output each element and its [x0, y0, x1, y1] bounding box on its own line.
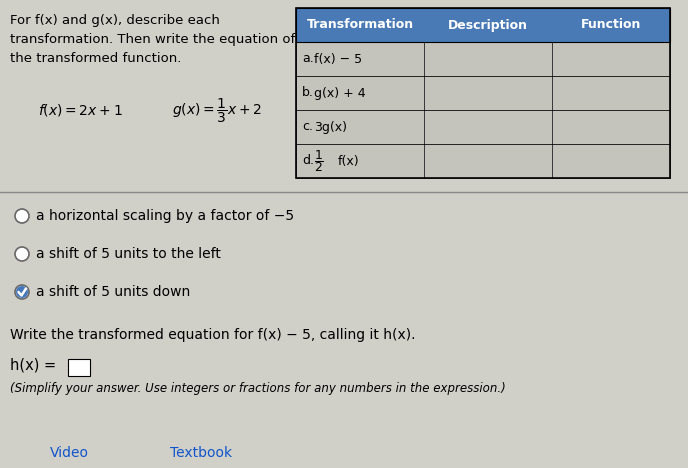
- Text: c.: c.: [302, 120, 313, 133]
- Text: a shift of 5 units down: a shift of 5 units down: [36, 285, 191, 299]
- Circle shape: [15, 209, 29, 223]
- FancyBboxPatch shape: [296, 110, 670, 144]
- Text: a horizontal scaling by a factor of −5: a horizontal scaling by a factor of −5: [36, 209, 294, 223]
- Circle shape: [15, 285, 29, 299]
- FancyBboxPatch shape: [296, 8, 670, 42]
- Text: Write the transformed equation for f(x) − 5, calling it h(x).: Write the transformed equation for f(x) …: [10, 328, 416, 342]
- Circle shape: [15, 247, 29, 261]
- FancyBboxPatch shape: [296, 144, 670, 178]
- Text: f(x): f(x): [338, 154, 360, 168]
- Text: d.: d.: [302, 154, 314, 168]
- Text: g(x) + 4: g(x) + 4: [314, 87, 365, 100]
- Text: h(x) =: h(x) =: [10, 358, 61, 373]
- Bar: [296, 8, 670, 178]
- FancyBboxPatch shape: [68, 359, 90, 376]
- Text: a shift of 5 units to the left: a shift of 5 units to the left: [36, 247, 221, 261]
- Text: Video: Video: [50, 446, 89, 460]
- FancyBboxPatch shape: [296, 76, 670, 110]
- Text: 3g(x): 3g(x): [314, 120, 347, 133]
- Text: (Simplify your answer. Use integers or fractions for any numbers in the expressi: (Simplify your answer. Use integers or f…: [10, 382, 506, 395]
- Text: $g(x) = \dfrac{1}{3}x + 2$: $g(x) = \dfrac{1}{3}x + 2$: [172, 97, 262, 125]
- Text: f(x) − 5: f(x) − 5: [314, 52, 362, 66]
- Text: Function: Function: [581, 19, 641, 31]
- Text: a.: a.: [302, 52, 314, 66]
- Text: For f(x) and g(x), describe each
transformation. Then write the equation of
the : For f(x) and g(x), describe each transfo…: [10, 14, 295, 65]
- Circle shape: [16, 286, 28, 298]
- Text: b.: b.: [302, 87, 314, 100]
- Text: Textbook: Textbook: [170, 446, 232, 460]
- Text: Transformation: Transformation: [306, 19, 413, 31]
- FancyBboxPatch shape: [296, 42, 670, 76]
- Text: $f(x) = 2x + 1$: $f(x) = 2x + 1$: [38, 102, 122, 118]
- Text: Description: Description: [448, 19, 528, 31]
- Text: $\dfrac{1}{2}$: $\dfrac{1}{2}$: [314, 148, 324, 174]
